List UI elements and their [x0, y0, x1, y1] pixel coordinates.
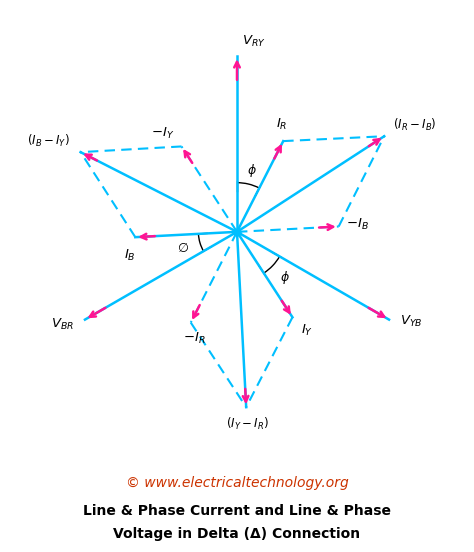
- Text: $V_{RY}$: $V_{RY}$: [242, 34, 266, 49]
- Text: $(I_Y-I_R)$: $(I_Y-I_R)$: [227, 416, 269, 432]
- Text: $-I_R$: $-I_R$: [183, 331, 206, 347]
- Text: © www.electricaltechnology.org: © www.electricaltechnology.org: [126, 476, 348, 490]
- Text: Line & Phase Current and Line & Phase: Line & Phase Current and Line & Phase: [83, 503, 391, 518]
- Text: $I_R$: $I_R$: [276, 117, 287, 132]
- Text: Voltage in Delta (Δ) Connection: Voltage in Delta (Δ) Connection: [113, 527, 361, 542]
- Text: $\phi$: $\phi$: [281, 269, 290, 286]
- Text: $\emptyset$: $\emptyset$: [177, 241, 189, 255]
- Text: $I_Y$: $I_Y$: [301, 322, 313, 338]
- Text: $\phi$: $\phi$: [247, 162, 257, 179]
- Text: $(I_R-I_B)$: $(I_R-I_B)$: [393, 116, 437, 132]
- Text: $-I_B$: $-I_B$: [346, 217, 368, 232]
- Text: $-I_Y$: $-I_Y$: [151, 126, 174, 141]
- Text: $V_{YB}$: $V_{YB}$: [400, 314, 422, 329]
- Text: $V_{BR}$: $V_{BR}$: [52, 317, 74, 332]
- Text: $I_B$: $I_B$: [124, 248, 135, 263]
- Text: $(I_B-I_Y)$: $(I_B-I_Y)$: [27, 132, 70, 148]
